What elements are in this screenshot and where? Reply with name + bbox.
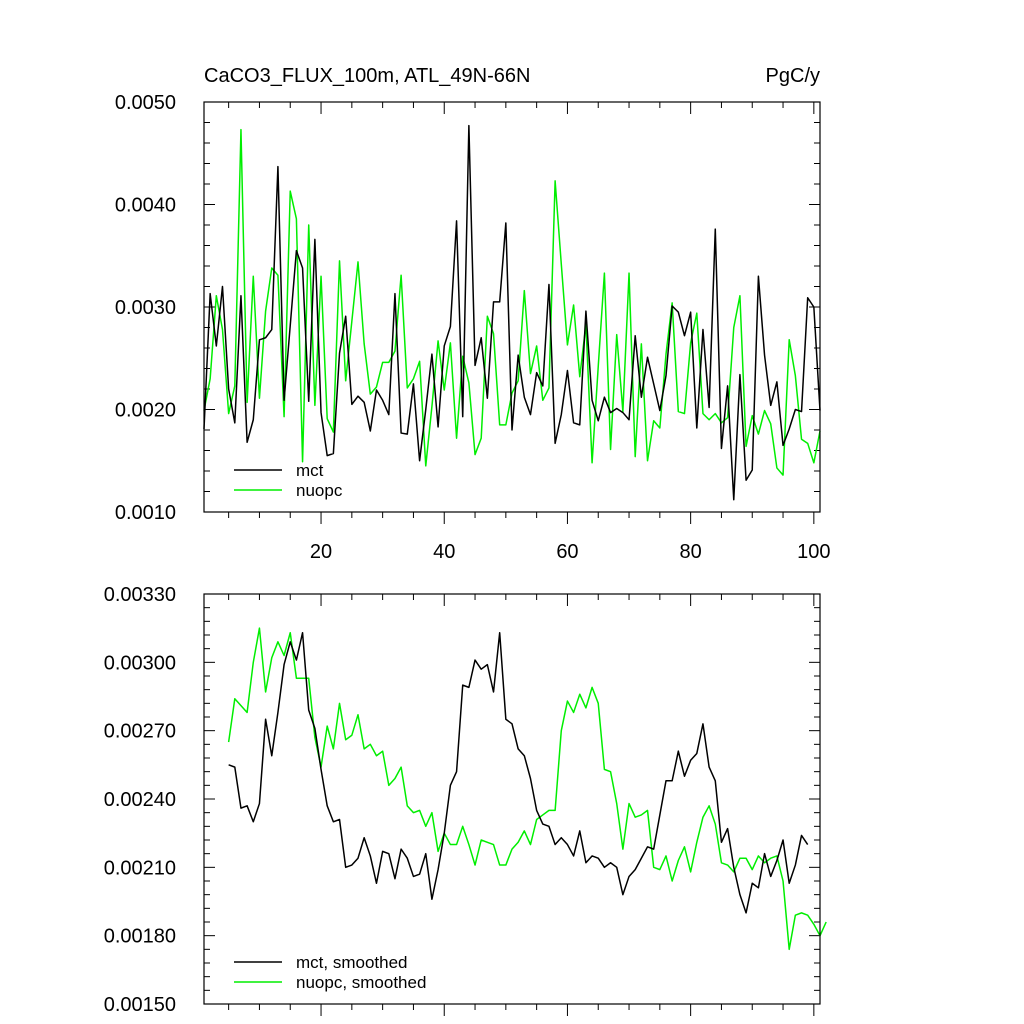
series-line-nuopc — [203, 128, 821, 476]
top-xtick-label: 60 — [556, 541, 578, 563]
legend-label-nuopc: nuopc — [296, 481, 343, 500]
bottom-ytick-label: 0.00300 — [104, 652, 176, 674]
series-line-mct — [203, 124, 821, 501]
top-xtick-label: 100 — [797, 541, 830, 563]
bottom-panel-ticks: 0.00150 0.00180 0.00210 0.00240 0.00270 0.003… — [104, 584, 820, 1016]
series-line-nuopc-smoothed — [227, 627, 827, 951]
legend-label-nuopc-smoothed: nuopc, smoothed — [296, 973, 426, 992]
top-ytick-label: 0.0010 — [115, 502, 176, 524]
legend-label-mct: mct — [296, 461, 324, 480]
bottom-ytick-label: 0.00330 — [104, 584, 176, 606]
top-panel: CaCO3_FLUX_100m, ATL_49N-66N PgC/y 0.001… — [115, 65, 831, 563]
bottom-ytick-label: 0.00240 — [104, 789, 176, 811]
top-xtick-label: 80 — [680, 541, 702, 563]
legend-label-mct-smoothed: mct, smoothed — [296, 953, 408, 972]
bottom-panel-frame — [203, 593, 821, 1005]
top-ytick-label: 0.0040 — [115, 195, 176, 217]
bottom-panel: 0.00150 0.00180 0.00210 0.00240 0.00270 0.003… — [104, 584, 827, 1016]
bottom-panel-series — [227, 627, 827, 951]
top-panel-units: PgC/y — [766, 65, 820, 87]
top-panel-frame — [203, 101, 821, 513]
series-line-mct-smoothed — [228, 631, 809, 914]
bottom-ytick-label: 0.00150 — [104, 994, 176, 1016]
bottom-ytick-label: 0.00210 — [104, 857, 176, 879]
top-panel-series — [203, 124, 821, 501]
top-xtick-label: 20 — [310, 541, 332, 563]
bottom-ytick-label: 0.00270 — [104, 721, 176, 743]
top-ytick-label: 0.0050 — [115, 92, 176, 114]
top-ytick-label: 0.0030 — [115, 297, 176, 319]
top-xtick-label: 40 — [433, 541, 455, 563]
top-panel-title: CaCO3_FLUX_100m, ATL_49N-66N — [204, 65, 530, 87]
top-ytick-label: 0.0020 — [115, 400, 176, 422]
bottom-ytick-label: 0.00180 — [104, 926, 176, 948]
bottom-panel-legend: mct, smoothed nuopc, smoothed — [234, 953, 426, 992]
top-panel-legend: mct nuopc — [234, 461, 343, 500]
